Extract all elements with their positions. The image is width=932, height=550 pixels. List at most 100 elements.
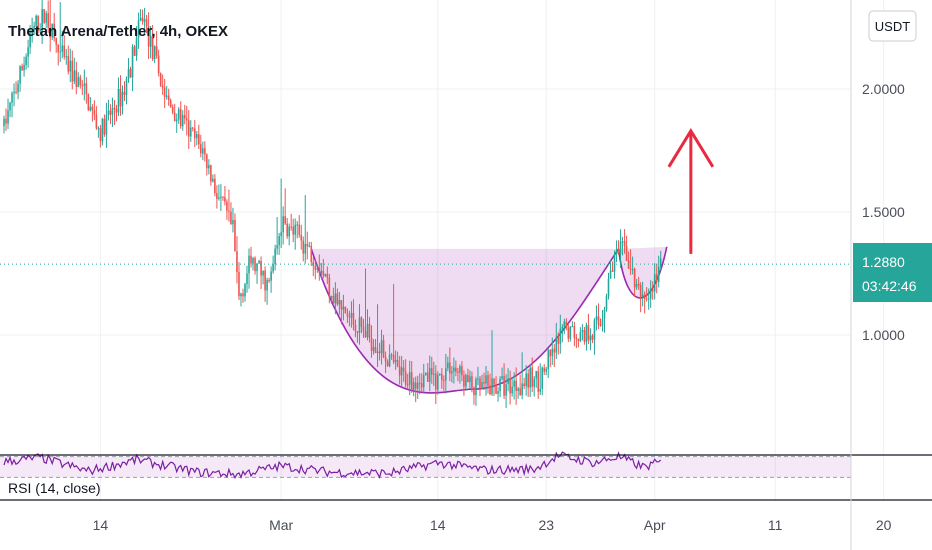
candle-body	[396, 360, 399, 367]
candle-body	[336, 293, 339, 305]
candle-body	[426, 372, 429, 382]
candle-body	[489, 385, 491, 395]
candle-body	[214, 178, 216, 194]
candle-body	[376, 351, 379, 353]
candle-body	[200, 144, 202, 154]
candle-body	[183, 115, 186, 119]
candle-body	[208, 165, 210, 169]
candle-body	[360, 317, 363, 327]
candle-body	[625, 246, 628, 261]
candle-body	[228, 210, 230, 212]
candle-body	[517, 388, 519, 391]
candle-body	[153, 46, 156, 60]
candle-body	[99, 128, 102, 142]
candle-body	[143, 19, 146, 22]
candle-body	[463, 375, 465, 387]
candle-body	[191, 127, 194, 129]
candle-body	[346, 313, 349, 317]
candle-body	[67, 56, 70, 72]
time-axis[interactable]: 14 Mar 14 23 Apr 11 20	[93, 517, 892, 533]
candle-body	[59, 51, 62, 53]
candle-body	[33, 25, 35, 31]
candle-body	[505, 383, 507, 396]
candle-body	[107, 110, 110, 115]
candle-body	[439, 373, 441, 375]
candle-body	[51, 23, 53, 38]
candle-body	[643, 294, 646, 299]
candle-body	[559, 328, 562, 344]
candle-body	[320, 270, 323, 273]
price-axis[interactable]: 2.0000 1.5000 1.0000	[862, 81, 905, 343]
candle-body	[388, 354, 391, 367]
candle-body	[547, 350, 550, 369]
time-tick-label: Mar	[269, 517, 293, 533]
candle-body	[358, 317, 361, 333]
candle-body	[7, 110, 9, 124]
candle-body	[523, 383, 525, 387]
candle-body	[69, 60, 72, 72]
candle-body	[234, 220, 236, 252]
candle-body	[659, 258, 662, 267]
candle-body	[380, 340, 383, 354]
rsi-band	[0, 456, 851, 478]
candle-body	[467, 375, 469, 383]
time-tick-label: Apr	[644, 517, 666, 533]
candle-body	[563, 321, 566, 327]
candle-body	[155, 46, 158, 56]
candle-body	[631, 268, 634, 270]
time-tick-label: 11	[768, 517, 783, 533]
candle-body	[503, 375, 505, 396]
candle-body	[623, 241, 626, 247]
price-tick-label: 1.0000	[862, 327, 905, 343]
candle-body	[645, 298, 648, 300]
candle-body	[147, 26, 150, 47]
candle-body	[175, 119, 178, 122]
candle-body	[151, 36, 154, 60]
candle-body	[95, 114, 98, 129]
candle-body	[264, 270, 266, 291]
candle-body	[420, 383, 423, 388]
candle-body	[149, 36, 152, 47]
candle-body	[246, 273, 248, 284]
currency-button[interactable]: USDT	[868, 10, 917, 42]
candle-body	[220, 196, 222, 198]
candle-body	[278, 236, 280, 246]
candle-body	[368, 323, 371, 339]
candle-body	[569, 326, 572, 339]
candle-body	[465, 375, 467, 387]
candle-body	[575, 337, 578, 339]
candle-body	[573, 326, 576, 338]
candle-body	[284, 216, 286, 224]
candle-body	[81, 85, 84, 87]
candle-body	[57, 44, 60, 53]
candle-body	[372, 347, 375, 351]
up-arrow-annotation[interactable]	[667, 127, 715, 254]
candle-body	[127, 68, 130, 80]
candle-body	[204, 148, 206, 155]
candle-body	[451, 371, 453, 374]
candle-body	[487, 375, 489, 386]
candle-body	[61, 45, 64, 52]
candle-body	[655, 274, 658, 283]
candle-body	[230, 211, 232, 225]
cup-and-handle-pattern[interactable]	[310, 246, 668, 394]
rsi-label[interactable]: RSI (14, close)	[8, 480, 101, 496]
candle-body	[545, 368, 548, 372]
candle-body	[133, 46, 136, 56]
candle-body	[129, 68, 132, 78]
candle-body	[519, 388, 521, 396]
candle-body	[238, 272, 240, 297]
time-tick-label: 20	[876, 517, 892, 533]
current-price: 1.2880	[862, 254, 905, 270]
candle-body	[362, 326, 365, 332]
candle-body	[55, 38, 58, 45]
candle-body	[185, 118, 188, 121]
candle-body	[408, 372, 411, 385]
candle-body	[141, 17, 144, 22]
candle-body	[485, 375, 487, 384]
candle-body	[531, 367, 533, 387]
candle-body	[21, 66, 23, 71]
candle-body	[561, 326, 564, 329]
candle-body	[216, 193, 218, 199]
